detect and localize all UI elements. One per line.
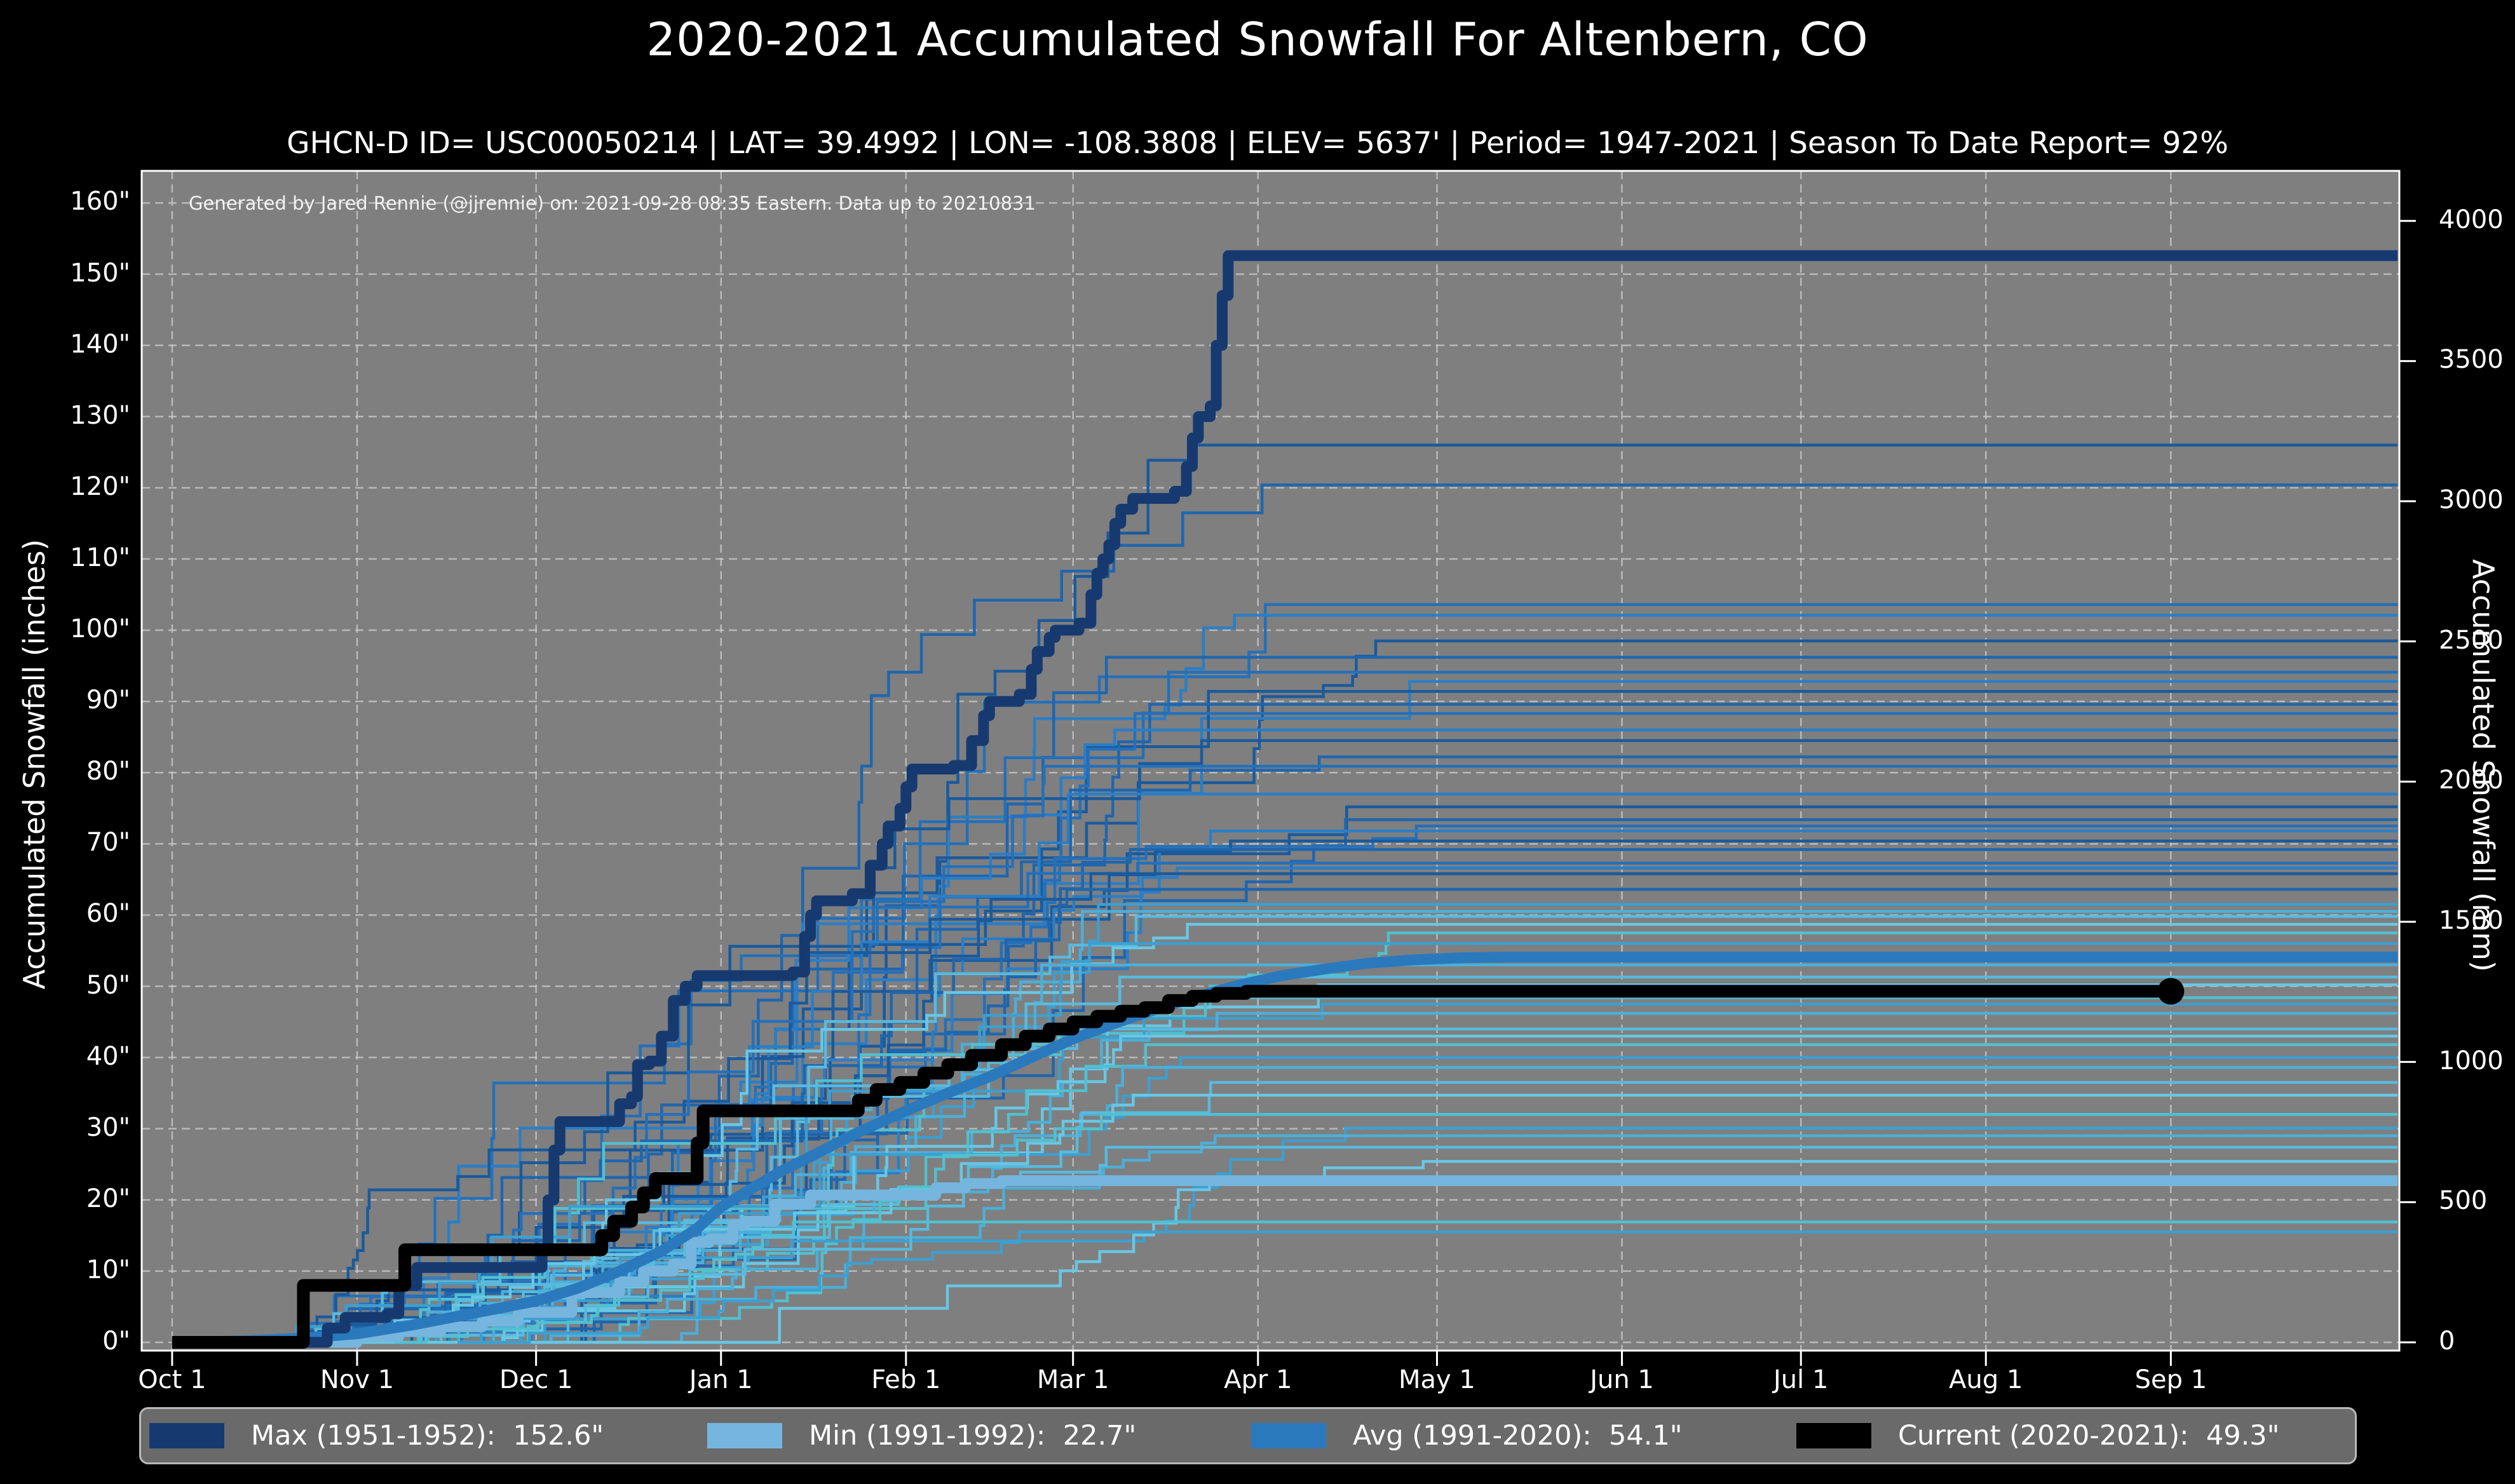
tick-label: 500: [2439, 1186, 2488, 1216]
tick-label: 0: [2439, 1326, 2455, 1356]
tick-label: 20": [86, 1184, 130, 1213]
tick-label: 70": [86, 828, 130, 858]
tick-label: 3500: [2439, 345, 2504, 375]
legend: Max (1951-1952): 152.6" Min (1991-1992):…: [139, 1407, 2357, 1464]
tick-label: Aug 1: [1949, 1365, 2023, 1394]
chart-subtitle: GHCN-D ID= USC00050214 | LAT= 39.4992 | …: [287, 126, 2228, 161]
chart-title: 2020-2021 Accumulated Snowfall For Alten…: [646, 13, 1869, 66]
tick-label: Nov 1: [320, 1365, 395, 1394]
tick-label: 2500: [2439, 625, 2504, 655]
legend-item-max: Max (1951-1952): 152.6": [149, 1409, 604, 1462]
tick-label: Oct 1: [138, 1365, 207, 1394]
tick-label: 150": [70, 258, 130, 288]
tick-label: 160": [70, 187, 130, 217]
annotation-credit: Generated by Jared Rennie (@jjrennie) on…: [189, 192, 1036, 214]
legend-swatch-max: [149, 1423, 224, 1448]
legend-swatch-avg: [1251, 1423, 1326, 1448]
tick-label: 90": [86, 685, 130, 715]
legend-label-current: Current (2020-2021): 49.3": [1898, 1420, 2280, 1452]
tick-label: 110": [70, 543, 130, 572]
tick-label: 3000: [2439, 485, 2504, 515]
tick-label: 2000: [2439, 766, 2504, 795]
tick-label: 30": [86, 1112, 130, 1142]
tick-label: 40": [86, 1041, 130, 1071]
tick-label: 50": [86, 970, 130, 1000]
legend-item-current: Current (2020-2021): 49.3": [1796, 1409, 2279, 1462]
tick-label: 120": [70, 471, 130, 501]
tick-label: 130": [70, 400, 130, 430]
tick-label: 1000: [2439, 1046, 2504, 1076]
legend-item-min: Min (1991-1992): 22.7": [707, 1409, 1136, 1462]
tick-label: Jun 1: [1590, 1365, 1654, 1394]
tick-label: Apr 1: [1224, 1365, 1292, 1394]
legend-swatch-current: [1796, 1423, 1871, 1448]
tick-label: Jul 1: [1773, 1365, 1829, 1394]
legend-label-avg: Avg (1991-2020): 54.1": [1353, 1420, 1683, 1452]
tick-label: 60": [86, 899, 130, 929]
tick-label: 0": [102, 1326, 130, 1356]
tick-label: Mar 1: [1036, 1365, 1109, 1394]
tick-label: Feb 1: [871, 1365, 941, 1394]
tick-label: May 1: [1399, 1365, 1475, 1394]
legend-label-min: Min (1991-1992): 22.7": [809, 1420, 1137, 1452]
tick-label: 10": [86, 1255, 130, 1285]
tick-label: 140": [70, 329, 130, 359]
tick-label: 4000: [2439, 205, 2504, 234]
tick-label: Jan 1: [689, 1365, 753, 1394]
tick-label: 100": [70, 614, 130, 644]
tick-label: Dec 1: [499, 1365, 573, 1394]
legend-label-max: Max (1951-1952): 152.6": [251, 1420, 604, 1452]
tick-label: 80": [86, 757, 130, 786]
tick-label: Sep 1: [2134, 1365, 2207, 1394]
legend-item-avg: Avg (1991-2020): 54.1": [1251, 1409, 1683, 1462]
tick-label: 1500: [2439, 906, 2504, 935]
legend-swatch-min: [707, 1423, 782, 1448]
